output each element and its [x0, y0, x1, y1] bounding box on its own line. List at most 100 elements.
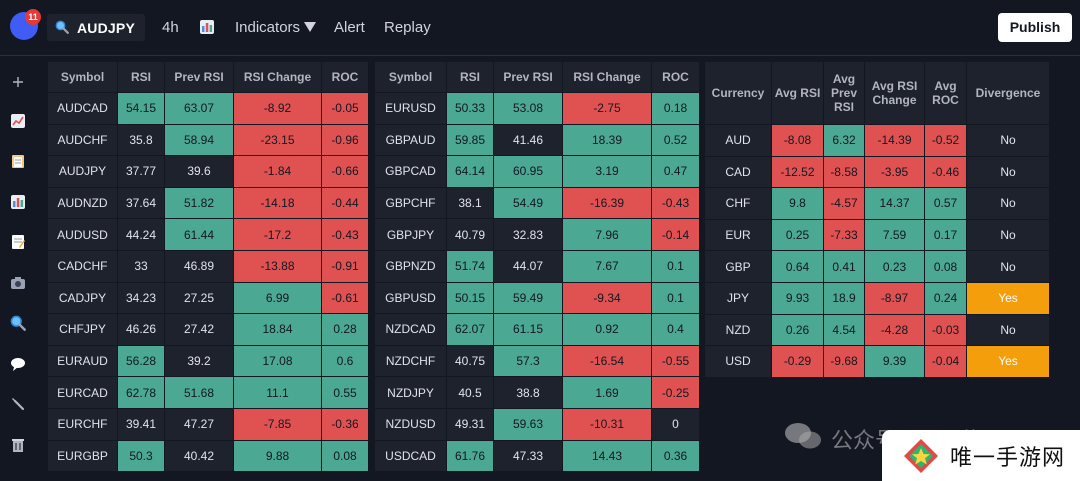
currency-cell[interactable]: GBP: [704, 250, 772, 283]
currency-cell[interactable]: AUD: [704, 124, 772, 157]
symbol-cell[interactable]: CADJPY: [47, 281, 118, 315]
table-row: GBPUSD 50.15 59.49 -9.34 0.1: [374, 281, 700, 315]
symbol-cell[interactable]: CHFJPY: [47, 313, 118, 346]
value-cell: No: [966, 313, 1050, 347]
value-cell: 0.47: [651, 155, 700, 188]
value-cell: 63.07: [164, 92, 234, 125]
symbol-cell[interactable]: GBPJPY: [374, 218, 447, 251]
table-row: GBPCHF 38.1 54.49 -16.39 -0.43: [374, 186, 700, 220]
magnifier-icon[interactable]: [10, 315, 26, 331]
symbol-cell[interactable]: NZDJPY: [374, 376, 447, 409]
symbol-cell[interactable]: GBPNZD: [374, 249, 447, 283]
value-cell: No: [966, 187, 1050, 220]
symbol-cell[interactable]: GBPCAD: [374, 155, 447, 188]
clipboard-icon[interactable]: [10, 153, 26, 169]
speech-bubble-icon[interactable]: [10, 356, 26, 372]
symbol-cell[interactable]: EURCHF: [47, 407, 118, 441]
bar-chart-icon[interactable]: [10, 194, 26, 210]
column-header[interactable]: Symbol: [374, 61, 447, 93]
symbol-cell[interactable]: AUDJPY: [47, 155, 118, 188]
trash-icon[interactable]: [10, 437, 26, 453]
value-cell: -8.97: [864, 281, 925, 315]
pairs-table-1: Symbol RSI Prev RSI RSI Change ROC AUDCA…: [47, 61, 369, 473]
interval-button[interactable]: 4h: [162, 19, 179, 36]
replay-button[interactable]: Replay: [384, 19, 431, 36]
value-cell: No: [966, 250, 1050, 283]
column-header[interactable]: Avg Prev RSI: [823, 61, 865, 125]
symbol-cell[interactable]: AUDCHF: [47, 123, 118, 157]
symbol-cell[interactable]: GBPCHF: [374, 186, 447, 220]
wrench-icon[interactable]: [10, 396, 26, 412]
value-cell: 0.28: [321, 313, 369, 346]
currency-cell[interactable]: EUR: [704, 218, 772, 252]
column-header[interactable]: Divergence: [966, 61, 1050, 125]
value-cell: 6.32: [823, 124, 865, 157]
table-row: NZDCHF 40.75 57.3 -16.54 -0.55: [374, 344, 700, 378]
symbol-cell[interactable]: NZDCAD: [374, 313, 447, 346]
value-cell: 44.24: [117, 218, 165, 251]
indicators-button[interactable]: Indicators: [235, 19, 317, 36]
value-cell: 40.42: [164, 439, 234, 473]
table-row: EURCHF 39.41 47.27 -7.85 -0.36: [47, 407, 369, 441]
value-cell: 35.8: [117, 123, 165, 157]
table-row: JPY 9.93 18.9 -8.97 0.24 Yes: [704, 281, 1050, 315]
value-cell: 0.24: [924, 281, 967, 315]
value-cell: No: [966, 218, 1050, 252]
symbol-cell[interactable]: EURGBP: [47, 439, 118, 473]
table-row: EURGBP 50.3 40.42 9.88 0.08: [47, 439, 369, 473]
site-logo-banner: 唯一手游网: [882, 430, 1080, 481]
column-header[interactable]: RSI: [117, 61, 165, 93]
currency-cell[interactable]: JPY: [704, 281, 772, 315]
symbol-cell[interactable]: GBPUSD: [374, 281, 447, 315]
column-header[interactable]: RSI Change: [562, 61, 652, 93]
column-header[interactable]: Avg ROC: [924, 61, 967, 125]
symbol-cell[interactable]: NZDCHF: [374, 344, 447, 378]
column-header[interactable]: Symbol: [47, 61, 118, 93]
symbol-cell[interactable]: AUDUSD: [47, 218, 118, 251]
symbol-cell[interactable]: GBPAUD: [374, 123, 447, 157]
symbol-cell[interactable]: EURAUD: [47, 344, 118, 378]
table-row: GBPJPY 40.79 32.83 7.96 -0.14: [374, 218, 700, 251]
column-header[interactable]: RSI Change: [233, 61, 322, 93]
wechat-icon: [783, 420, 823, 458]
value-cell: 14.43: [562, 439, 652, 473]
column-header[interactable]: Avg RSI: [771, 61, 824, 125]
symbol-cell[interactable]: EURCAD: [47, 376, 118, 409]
currency-cell[interactable]: NZD: [704, 313, 772, 347]
symbol-cell[interactable]: AUDNZD: [47, 186, 118, 220]
value-cell: -0.55: [651, 344, 700, 378]
value-cell: -4.57: [823, 187, 865, 220]
value-cell: -8.58: [823, 155, 865, 189]
column-header[interactable]: Prev RSI: [164, 61, 234, 93]
currency-cell[interactable]: CAD: [704, 155, 772, 189]
value-cell: 14.37: [864, 187, 925, 220]
symbol-cell[interactable]: CADCHF: [47, 249, 118, 283]
symbol-cell[interactable]: USDCAD: [374, 439, 447, 473]
table-row: NZDJPY 40.5 38.8 1.69 -0.25: [374, 376, 700, 409]
column-header[interactable]: RSI: [446, 61, 494, 93]
symbol-cell[interactable]: EURUSD: [374, 92, 447, 125]
publish-button[interactable]: Publish: [998, 13, 1072, 42]
value-cell: 62.78: [117, 376, 165, 409]
camera-icon[interactable]: [10, 275, 26, 291]
plus-icon[interactable]: [10, 74, 26, 90]
symbol-label: AUDJPY: [77, 19, 135, 36]
value-cell: 39.41: [117, 407, 165, 441]
symbol-cell[interactable]: AUDCAD: [47, 92, 118, 125]
column-header[interactable]: ROC: [651, 61, 700, 93]
currency-strength-table: Currency Avg RSI Avg Prev RSI Avg RSI Ch…: [704, 61, 1050, 378]
currency-cell[interactable]: USD: [704, 345, 772, 378]
alert-button[interactable]: Alert: [334, 19, 365, 36]
column-header[interactable]: Currency: [704, 61, 772, 125]
line-chart-icon[interactable]: [10, 113, 26, 129]
value-cell: 0.26: [771, 313, 824, 347]
chart-type-icon[interactable]: [199, 18, 215, 35]
column-header[interactable]: Prev RSI: [493, 61, 563, 93]
column-header[interactable]: Avg RSI Change: [864, 61, 925, 125]
column-header[interactable]: ROC: [321, 61, 369, 93]
symbol-cell[interactable]: NZDUSD: [374, 407, 447, 441]
symbol-search-button[interactable]: AUDJPY: [47, 14, 145, 41]
memo-icon[interactable]: [10, 234, 26, 250]
currency-cell[interactable]: CHF: [704, 187, 772, 220]
value-cell: 34.23: [117, 281, 165, 315]
